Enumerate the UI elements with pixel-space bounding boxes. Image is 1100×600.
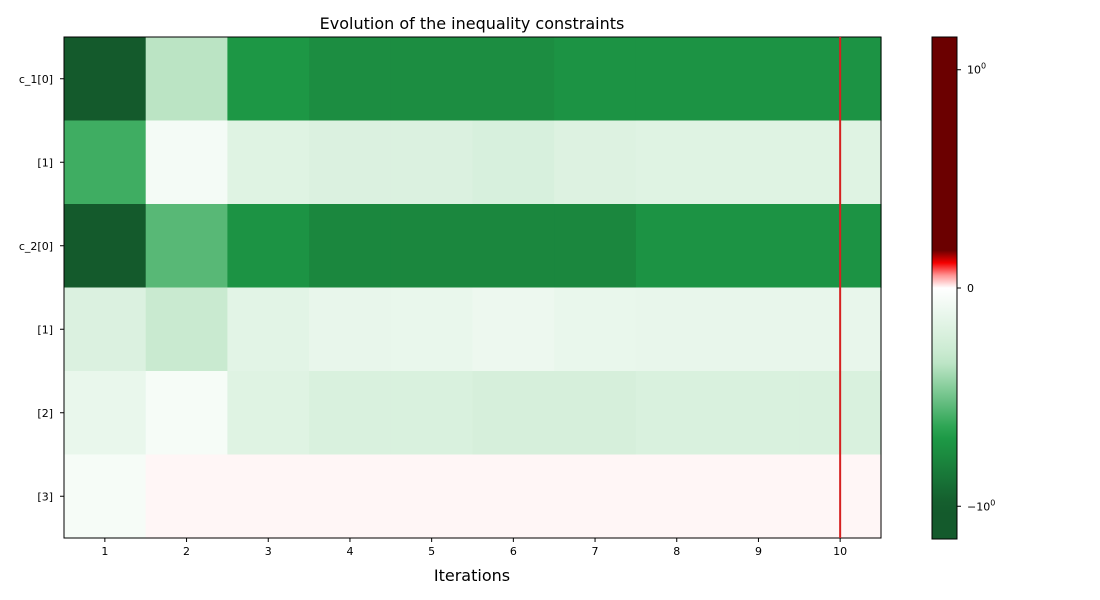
heatmap-cell (227, 120, 310, 205)
x-tick-label: 9 (755, 545, 762, 558)
colorbar-ticks: 100 0 −100 (957, 62, 995, 513)
heatmap-cell (64, 371, 147, 456)
y-tick-label: c_1[0] (19, 73, 53, 86)
colorbar (931, 36, 958, 540)
heatmap-cell (635, 120, 719, 205)
heatmap-cell (390, 371, 474, 456)
heatmap-cell (717, 204, 800, 289)
y-tick-label: c_2[0] (19, 240, 53, 253)
x-axis-label: Iterations (434, 566, 510, 585)
heatmap-cell (64, 37, 147, 122)
heatmap-cell (472, 120, 555, 205)
heatmap-cell (309, 204, 392, 289)
heatmap-cell (227, 204, 310, 289)
colorbar-tick-label: 0 (967, 282, 974, 295)
x-tick-label: 3 (265, 545, 272, 558)
heatmap-cell (717, 37, 800, 122)
heatmap-cell (554, 371, 637, 456)
heatmap-cell (64, 454, 147, 539)
heatmap-cell (64, 204, 147, 289)
heatmap-cell (390, 37, 474, 122)
heatmap-cell (390, 454, 474, 539)
heatmap-cell (635, 371, 719, 456)
x-tick-label: 4 (346, 545, 353, 558)
heatmap-cell (717, 454, 800, 539)
y-axis-ticks: c_1[0] [1] c_2[0] [1] [2] [3] (19, 73, 64, 503)
heatmap-cell (554, 454, 637, 539)
heatmap-cell (64, 287, 147, 372)
heatmap-cell (145, 204, 228, 289)
heatmap-cell (635, 37, 719, 122)
heatmap-cell (554, 120, 637, 205)
colorbar-tick-label: −100 (967, 498, 995, 513)
heatmap-cell (227, 371, 310, 456)
x-tick-label: 6 (510, 545, 517, 558)
heatmap-cell (145, 120, 228, 205)
heatmap-cell (472, 204, 555, 289)
x-tick-label: 7 (592, 545, 599, 558)
heatmap-cell (717, 371, 800, 456)
chart-title: Evolution of the inequality constraints (320, 14, 625, 33)
heatmap-cells (64, 37, 882, 539)
heatmap-cell (227, 287, 310, 372)
y-tick-label: [2] (37, 407, 53, 420)
heatmap-cell (227, 454, 310, 539)
y-tick-label: [1] (37, 323, 53, 336)
heatmap-cell (309, 454, 392, 539)
heatmap-cell (472, 37, 555, 122)
y-tick-label: [3] (37, 490, 53, 503)
heatmap-cell (64, 120, 147, 205)
heatmap-cell (390, 204, 474, 289)
heatmap-cell (717, 287, 800, 372)
heatmap-cell (227, 37, 310, 122)
x-tick-label: 1 (101, 545, 108, 558)
colorbar-tick-label: 100 (967, 62, 986, 77)
heatmap-cell (635, 287, 719, 372)
heatmap-cell (309, 287, 392, 372)
heatmap-cell (635, 454, 719, 539)
heatmap-cell (309, 120, 392, 205)
x-axis-ticks: 1 2 3 4 5 6 7 8 9 10 (101, 538, 847, 558)
heatmap-cell (309, 371, 392, 456)
heatmap-cell (554, 287, 637, 372)
x-tick-label: 10 (833, 545, 847, 558)
heatmap-cell (472, 371, 555, 456)
heatmap-cell (717, 120, 800, 205)
heatmap-cell (145, 37, 228, 122)
heatmap-cell (390, 120, 474, 205)
x-tick-label: 2 (183, 545, 190, 558)
heatmap-cell (472, 454, 555, 539)
heatmap-cell (554, 204, 637, 289)
heatmap-cell (309, 37, 392, 122)
x-tick-label: 5 (428, 545, 435, 558)
heatmap-cell (390, 287, 474, 372)
heatmap-cell (145, 454, 228, 539)
heatmap-cell (554, 37, 637, 122)
heatmap-cell (635, 204, 719, 289)
y-tick-label: [1] (37, 156, 53, 169)
heatmap-cell (472, 287, 555, 372)
plot-frame (63, 36, 882, 539)
heatmap-cell (145, 287, 228, 372)
heatmap-cell (145, 371, 228, 456)
x-tick-label: 8 (673, 545, 680, 558)
